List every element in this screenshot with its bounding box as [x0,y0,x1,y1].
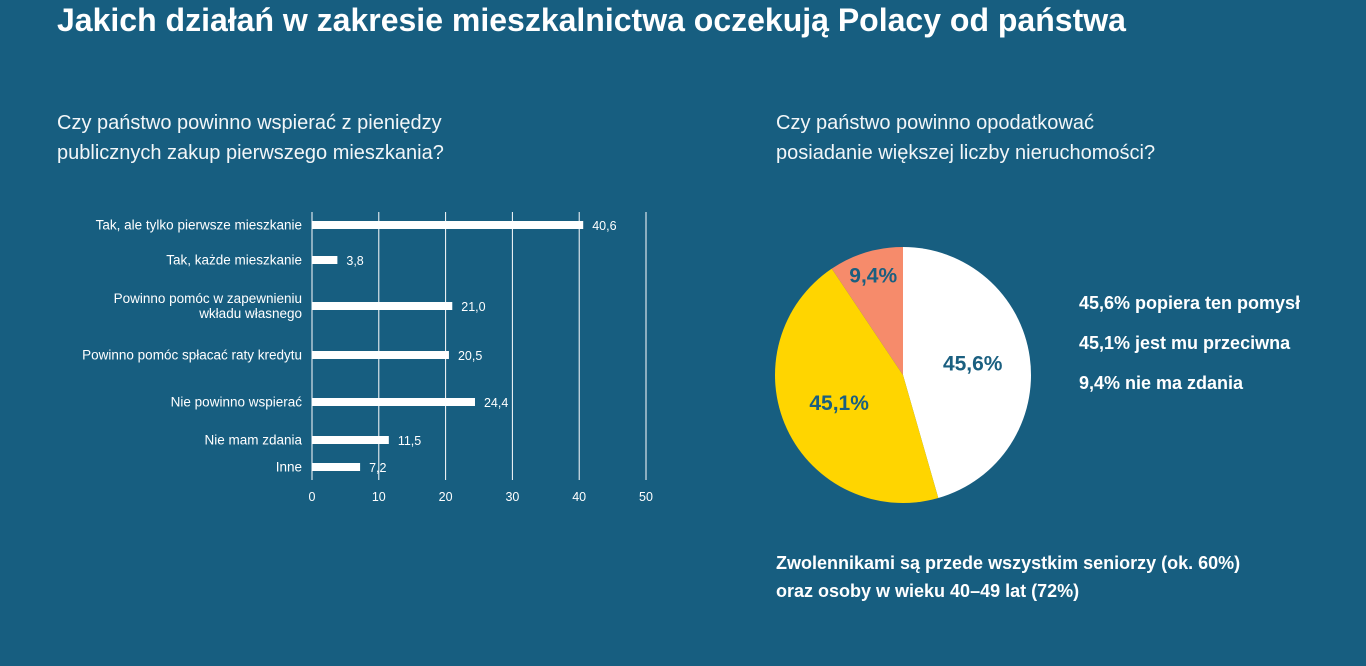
legend-text: 45,6% popiera ten pomysł [1079,293,1301,313]
bar [312,463,361,471]
bar [312,436,389,444]
pie-subtitle: Czy państwo powinno opodatkować posiadan… [776,112,1156,164]
category-label: Inne [275,459,302,475]
page-title: Jakich działań w zakresie mieszkalnictwa… [57,2,1126,38]
x-tick-label: 30 [505,490,520,504]
slice-label: 45,6% [943,353,1003,376]
value-label: 40,6 [592,219,617,233]
x-tick-label: 10 [371,490,386,504]
legend-text: 9,4% nie ma zdania [1079,373,1244,393]
value-label: 7,2 [369,461,387,475]
bar [312,302,453,310]
pie-slice [903,247,1031,499]
value-label: 21,0 [461,300,486,314]
slice-label: 45,1% [809,392,869,415]
x-tick-label: 50 [639,490,653,504]
x-tick-label: 40 [572,490,587,504]
category-label: Powinno pomóc spłacać raty kredytu [82,347,302,363]
pie-slice [775,268,939,503]
pie-slice [831,247,903,375]
category-label: Nie powinno wspierać [170,394,302,410]
note: Zwolennikami są przede wszystkim seniorz… [776,553,1241,601]
bar [312,256,338,264]
legend-text: 45,1% jest mu przeciwna [1079,333,1291,353]
category-label: Tak, każde mieszkanie [166,252,302,268]
category-label: Tak, ale tylko pierwsze mieszkanie [95,217,302,233]
category-label: Powinno pomóc w zapewnieniu wkładu własn… [113,291,302,321]
bar [312,398,475,406]
slice-label: 9,4% [849,265,897,288]
bar [312,351,449,359]
value-label: 11,5 [397,434,422,448]
category-label: Nie mam zdania [204,432,302,448]
x-tick-label: 20 [438,490,453,504]
value-label: 20,5 [457,349,483,363]
x-tick-label: 0 [308,490,316,504]
bar-subtitle: Czy państwo powinno wspierać z pieniędzy… [57,112,444,164]
value-label: 3,8 [346,254,364,268]
value-label: 24,4 [483,396,509,410]
bar [312,221,584,229]
